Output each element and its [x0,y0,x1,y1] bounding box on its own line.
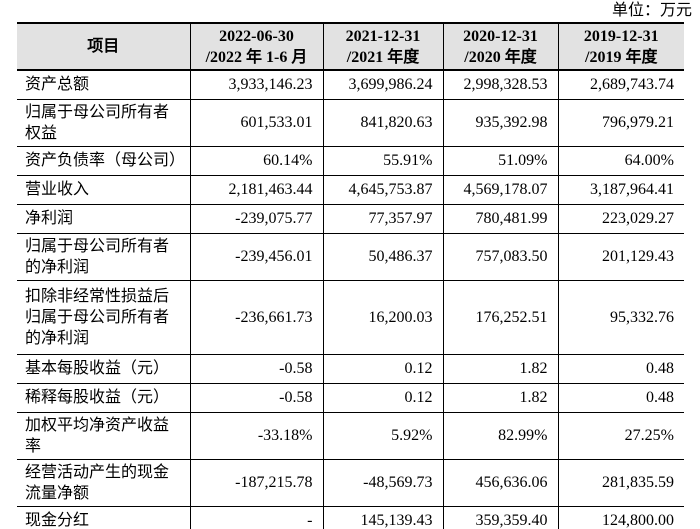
table-row: 经营活动产生的现金 流量净额 -187,215.78 -48,569.73 45… [17,459,684,507]
row-label: 经营活动产生的现金 流量净额 [17,459,190,507]
cell-value: 1.82 [442,383,558,413]
row-label: 资产总额 [17,70,190,100]
table-row: 归属于母公司所有者 的净利润 -239,456.01 50,486.37 757… [17,233,684,281]
column-header-2021: 2021-12-31 /2021 年度 [322,23,443,71]
header-row: 项目 2022-06-30 /2022 年 1-6 月 2021-12-31 /… [17,23,684,71]
cell-value: 124,800.00 [557,506,684,529]
cell-value: 0.12 [322,383,443,413]
cell-value: 95,332.76 [557,280,684,355]
cell-value: 2,998,328.53 [442,70,558,100]
column-header-2020: 2020-12-31 /2020 年度 [442,23,558,71]
cell-value: 0.48 [557,383,684,413]
row-label: 资产负债率（母公司） [17,146,190,176]
cell-value: 935,392.98 [442,99,558,147]
cell-value: 796,979.21 [557,99,684,147]
cell-value: 2,689,743.74 [557,70,684,100]
cell-value: 1.82 [442,354,558,384]
table-row: 营业收入 2,181,463.44 4,645,753.87 4,569,178… [17,175,684,205]
cell-value: 55.91% [322,146,443,176]
row-label: 营业收入 [17,175,190,205]
cell-value: 176,252.51 [442,280,558,355]
cell-value: 50,486.37 [322,233,443,281]
cell-value: 4,569,178.07 [442,175,558,205]
table-row: 基本每股收益（元） -0.58 0.12 1.82 0.48 [17,354,684,384]
cell-value: 16,200.03 [322,280,443,355]
row-label: 加权平均净资产收益 率 [17,412,190,460]
cell-value: -48,569.73 [322,459,443,507]
table-row: 净利润 -239,075.77 77,357.97 780,481.99 223… [17,204,684,234]
cell-value: 3,699,986.24 [322,70,443,100]
cell-value: 4,645,753.87 [322,175,443,205]
row-label: 现金分红 [25,511,90,529]
cell-value: 0.12 [322,354,443,384]
row-label: 归属于母公司所有者 的净利润 [17,233,190,281]
cell-value: 51.09% [442,146,558,176]
cell-value: -33.18% [189,412,323,460]
cell-value: 757,083.50 [442,233,558,281]
table-row: 资产负债率（母公司） 60.14% 55.91% 51.09% 64.00% [17,146,684,176]
cell-value: 223,029.27 [557,204,684,234]
row-label: 基本每股收益（元） [17,354,190,384]
cell-value: 145,139.43 [322,506,443,529]
column-header-2022-h1: 2022-06-30 /2022 年 1-6 月 [189,23,323,71]
table-row: 资产总额 3,933,146.23 3,699,986.24 2,998,328… [17,70,684,100]
cell-value: 601,533.01 [189,99,323,147]
cell-value: 780,481.99 [442,204,558,234]
cell-value: 456,636.06 [442,459,558,507]
cell-value: 64.00% [557,146,684,176]
financial-summary-table: 项目 2022-06-30 /2022 年 1-6 月 2021-12-31 /… [17,22,684,529]
cell-value: 2,181,463.44 [189,175,323,205]
cell-value: 201,129.43 [557,233,684,281]
cell-value: 3,933,146.23 [189,70,323,100]
cell-value: 0.48 [557,354,684,384]
cell-value: -239,456.01 [189,233,323,281]
cell-value: -239,075.77 [189,204,323,234]
row-label: 稀释每股收益（元） [17,383,190,413]
column-header-2019: 2019-12-31 /2019 年度 [557,23,684,71]
unit-label: 单位：万元 [611,2,692,19]
table-row: 归属于母公司所有者 权益 601,533.01 841,820.63 935,3… [17,99,684,147]
cell-value: 3,187,964.41 [557,175,684,205]
cell-value: -236,661.73 [189,280,323,355]
cell-value: 77,357.97 [322,204,443,234]
cell-value: -0.58 [189,354,323,384]
cell-value: -0.58 [189,383,323,413]
cell-value: -187,215.78 [189,459,323,507]
row-label: 净利润 [17,204,190,234]
table-row: 现金分红 - 145,139.43 359,359.40 124,800.00 [17,506,684,529]
row-label: 归属于母公司所有者 权益 [17,99,190,147]
column-header-item: 项目 [17,23,190,71]
cell-value: 281,835.59 [557,459,684,507]
cell-value: 5.92% [322,412,443,460]
cell-value: 841,820.63 [322,99,443,147]
table-row: 扣除非经常性损益后 归属于母公司所有者 的净利润 -236,661.73 16,… [17,280,684,355]
cell-value: 27.25% [557,412,684,460]
table-row: 稀释每股收益（元） -0.58 0.12 1.82 0.48 [17,383,684,413]
row-label: 扣除非经常性损益后 归属于母公司所有者 的净利润 [17,280,190,355]
table-row: 加权平均净资产收益 率 -33.18% 5.92% 82.99% 27.25% [17,412,684,460]
cell-value: 60.14% [189,146,323,176]
cell-value: 359,359.40 [442,506,558,529]
cell-value: - [189,506,323,529]
cell-value: 82.99% [442,412,558,460]
